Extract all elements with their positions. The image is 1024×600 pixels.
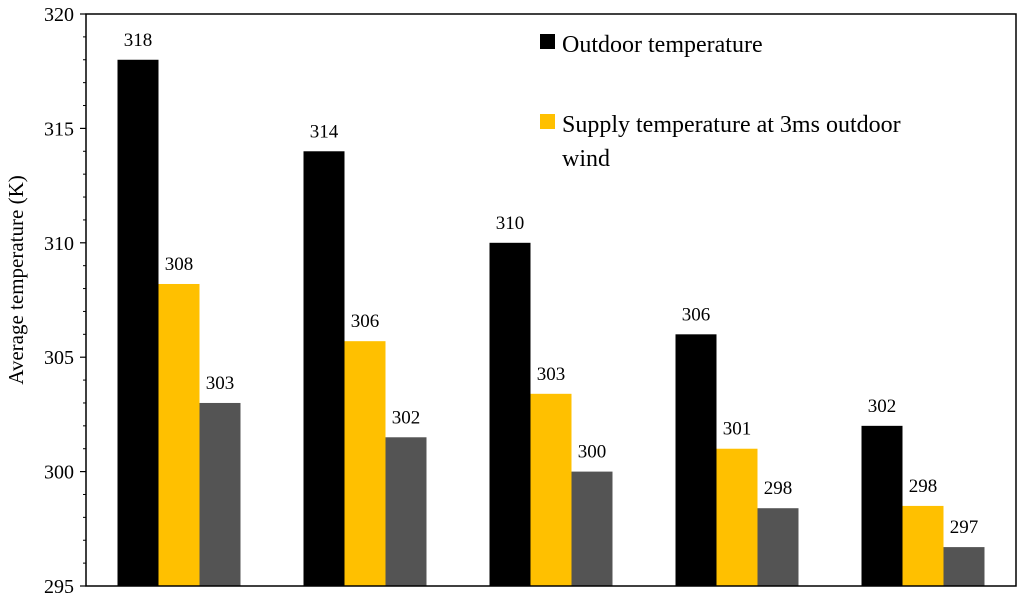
bar-series3-group3: [571, 471, 613, 586]
y-axis: 295 300 305 310 315 320: [44, 4, 86, 598]
data-label-series3-group1: 303: [206, 373, 235, 394]
legend-swatch-1: [540, 34, 555, 49]
data-label-series1-group4: 306: [682, 304, 711, 325]
y-tick-label: 320: [44, 4, 74, 26]
data-label-series2-group4: 301: [723, 419, 752, 440]
bar-series2-group2: [344, 341, 386, 586]
data-labels-layer: 318 314 310 306 302 308 306 303 301 298 303 302 300 2…: [124, 30, 979, 538]
data-label-series2-group2: 306: [351, 311, 380, 332]
bar-series1-group5: [861, 425, 903, 586]
plot-area-border: [85, 13, 1017, 587]
legend-label-1: Outdoor temperature: [562, 32, 763, 58]
y-axis-title: Average temperature (K): [4, 175, 28, 385]
bars-layer: [117, 59, 985, 587]
y-tick-label: 300: [44, 462, 74, 484]
data-label-series3-group5: 297: [950, 517, 979, 538]
data-label-series1-group2: 314: [310, 121, 339, 142]
y-tick-label: 305: [44, 347, 74, 369]
data-label-series1-group1: 318: [124, 30, 153, 51]
data-label-series3-group3: 300: [578, 442, 607, 463]
bar-series2-group5: [902, 505, 944, 586]
bar-series1-group2: [303, 151, 345, 586]
legend-label-2: wind: [562, 146, 610, 172]
bar-series3-group1: [199, 402, 241, 586]
data-label-series2-group3: 303: [537, 364, 566, 385]
data-label-series1-group5: 302: [868, 396, 897, 417]
legend-swatch-2: [540, 114, 555, 129]
legend: Outdoor temperature Supply temperature at…: [540, 32, 901, 172]
data-label-series1-group3: 310: [496, 213, 525, 234]
data-label-series3-group4: 298: [764, 478, 793, 499]
bar-series3-group2: [385, 437, 427, 586]
y-tick-label: 315: [44, 118, 74, 140]
data-label-series3-group2: 302: [392, 407, 421, 428]
bar-series3-group5: [943, 547, 985, 586]
bar-series2-group4: [716, 448, 758, 586]
bar-series2-group1: [158, 283, 200, 586]
bar-series3-group4: [757, 508, 799, 586]
y-tick-label: 310: [44, 233, 74, 255]
bar-series1-group3: [489, 242, 531, 587]
data-label-series2-group1: 308: [165, 254, 194, 275]
y-tick-label: 295: [44, 576, 74, 598]
bar-series1-group4: [675, 334, 717, 586]
data-label-series2-group5: 298: [909, 476, 938, 497]
legend-label-2: Supply temperature at 3ms outdoor: [562, 112, 901, 138]
bar-series2-group3: [530, 393, 572, 586]
bar-series1-group1: [117, 59, 159, 586]
